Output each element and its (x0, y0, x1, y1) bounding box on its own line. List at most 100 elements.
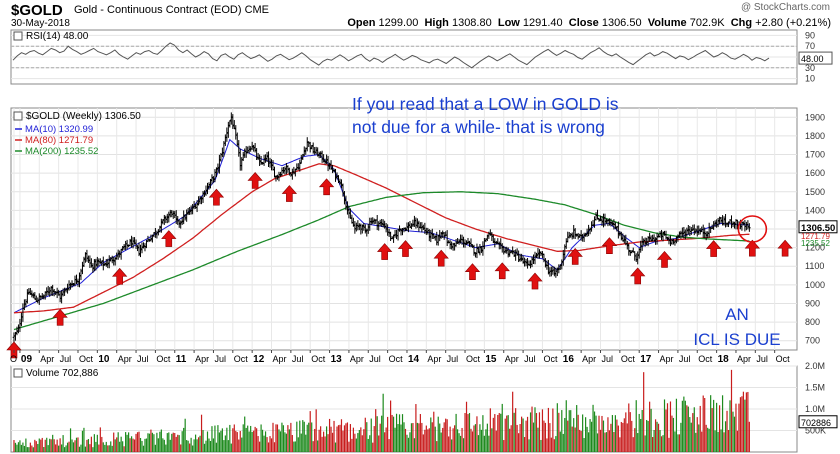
price-tick-label: 1500 (805, 187, 825, 197)
volume-bar (212, 438, 215, 452)
volume-bar (19, 440, 21, 452)
x-tick-label: Oct (79, 354, 94, 364)
volume-bar (247, 425, 249, 452)
volume-bar (454, 425, 456, 452)
volume-bar (702, 395, 704, 452)
price-tick-label: 1700 (805, 150, 825, 160)
volume-bar (264, 431, 267, 452)
volume-bar (580, 430, 582, 452)
up-arrow-marker (705, 240, 722, 257)
volume-bar (370, 418, 372, 452)
volume-bar (294, 441, 296, 452)
volume-bar (689, 417, 691, 452)
volume-bar (214, 425, 216, 452)
price-tick-label: 1200 (805, 243, 825, 253)
volume-bar (570, 410, 572, 452)
volume-bar (114, 439, 116, 452)
volume-bar (200, 414, 203, 452)
volume-bar (206, 431, 209, 452)
volume-bar (535, 413, 538, 452)
volume-bar (404, 428, 407, 452)
volume-bar (442, 427, 444, 452)
volume-bar (119, 441, 121, 452)
volume-bar (744, 399, 746, 452)
volume-bar (26, 447, 28, 452)
volume-bar (324, 436, 326, 452)
volume-bar (501, 403, 503, 452)
chg-label: Chg (730, 17, 753, 29)
price-legend-title: $GOLD (Weekly) 1306.50 (26, 111, 141, 122)
x-tick-label: Jul (602, 354, 614, 364)
volume-bar (187, 440, 189, 452)
volume-bar (391, 414, 393, 452)
volume-bar (610, 423, 612, 452)
volume-bar (104, 444, 106, 452)
volume-bar (573, 418, 575, 452)
x-tick-label: Jul (292, 354, 304, 364)
up-arrow-marker (52, 308, 68, 326)
volume-bar (532, 422, 535, 452)
volume-legend: Volume 702,886 (26, 368, 99, 379)
volume-bar (205, 440, 207, 452)
volume-bar (217, 425, 219, 452)
ma-value-label: 1235.52 (801, 239, 830, 248)
volume-bar (172, 432, 174, 452)
volume-bar (367, 438, 369, 452)
volume-bar (71, 439, 73, 452)
x-tick-label: 17 (640, 354, 652, 365)
volume-bar (507, 415, 509, 452)
volume-bar (534, 407, 536, 452)
volume-bar (695, 432, 697, 452)
volume-bar (483, 435, 485, 452)
volume-bar (739, 397, 742, 452)
volume-bar (470, 428, 472, 452)
volume-bar (506, 415, 508, 452)
volume-bar (652, 437, 654, 452)
volume-bar (235, 430, 237, 452)
volume-bar (111, 445, 113, 452)
volume-bar (616, 419, 618, 452)
volume-bar (452, 428, 454, 452)
volume-bar (641, 410, 643, 452)
volume-bar (491, 428, 493, 452)
volume-bar (589, 419, 591, 452)
volume-bar (598, 415, 600, 452)
volume-bar (556, 403, 558, 452)
volume-bar (558, 412, 560, 452)
volume-bar (479, 424, 481, 452)
volume-bar (278, 429, 280, 452)
volume-bar (203, 443, 206, 452)
x-tick-label: Oct (698, 354, 713, 364)
volume-bar (579, 429, 581, 452)
volume-bar (547, 407, 549, 452)
volume-bar (550, 437, 552, 452)
volume-bar (687, 406, 689, 452)
volume-bar (407, 437, 410, 452)
volume-bar (672, 417, 675, 452)
x-tick-label: Jul (60, 354, 72, 364)
volume-bar (692, 413, 694, 452)
annotation-line-2: not due for a while- that is wrong (352, 117, 605, 137)
x-tick-label: Jul (679, 354, 691, 364)
volume-bar (480, 429, 483, 452)
volume-bar (607, 417, 609, 452)
volume-bar (459, 435, 462, 452)
volume-bar (52, 434, 54, 452)
volume-bar (562, 433, 564, 452)
volume-bar (93, 434, 95, 452)
volume-bar (352, 427, 354, 452)
volume-bar (221, 428, 223, 452)
x-tick-label: Apr (350, 354, 364, 364)
volume-bar (537, 427, 539, 452)
volume-bar (297, 437, 299, 452)
volume-bar (157, 438, 159, 452)
volume-bar (366, 422, 368, 452)
volume-bar (723, 432, 725, 452)
volume-bar (585, 417, 587, 452)
volume-bar (448, 436, 450, 452)
up-arrow-marker (247, 172, 263, 189)
volume-bar (177, 434, 179, 452)
volume-bar (590, 421, 593, 452)
volume-bar (662, 435, 664, 452)
volume-bar (663, 399, 666, 452)
